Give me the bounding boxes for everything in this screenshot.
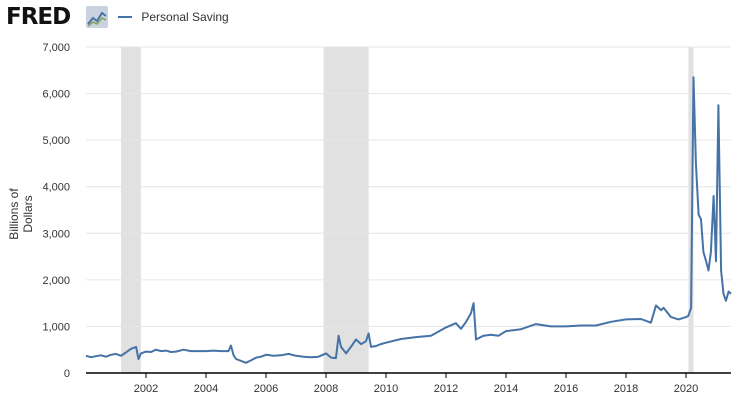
x-tick-label: 2014 xyxy=(494,383,518,395)
header: FRED Personal Saving xyxy=(0,0,732,36)
x-tick-label: 2008 xyxy=(314,383,338,395)
chart-legend: Personal Saving xyxy=(118,10,229,24)
y-axis-ticks: 0 1,000 2,000 3,000 4,000 5,000 6,000 7,000 xyxy=(42,42,70,380)
y-tick-label: 7,000 xyxy=(42,42,70,54)
x-tick-label: 2020 xyxy=(674,383,698,395)
x-tick-label: 2002 xyxy=(134,383,158,395)
x-axis-ticks: 2002 2004 2006 2008 2010 2012 2014 2016 2018 2020 xyxy=(134,373,698,395)
y-tick-label: 5,000 xyxy=(42,135,70,147)
fred-logo[interactable]: FRED xyxy=(6,4,71,30)
x-tick-label: 2010 xyxy=(374,383,398,395)
legend-swatch xyxy=(118,15,132,18)
y-tick-label: 6,000 xyxy=(42,89,70,101)
fred-chart-logo-icon xyxy=(86,6,108,28)
y-tick-label: 0 xyxy=(64,368,70,380)
recession-bands xyxy=(121,47,694,373)
y-tick-label: 1,000 xyxy=(42,321,70,333)
y-tick-label: 2,000 xyxy=(42,275,70,287)
series-line-0 xyxy=(85,76,732,364)
gridlines xyxy=(86,46,731,327)
recession-band-0 xyxy=(121,47,141,373)
y-tick-label: 3,000 xyxy=(42,228,70,240)
legend-label: Personal Saving xyxy=(141,10,229,24)
series-layer xyxy=(85,76,732,364)
recession-band-1 xyxy=(323,47,369,373)
x-tick-label: 2006 xyxy=(254,383,278,395)
recession-band-2 xyxy=(688,47,694,373)
x-tick-label: 2018 xyxy=(614,383,638,395)
x-tick-label: 2012 xyxy=(434,383,458,395)
x-tick-label: 2004 xyxy=(194,383,218,395)
x-tick-label: 2016 xyxy=(554,383,578,395)
y-tick-label: 4,000 xyxy=(42,182,70,194)
